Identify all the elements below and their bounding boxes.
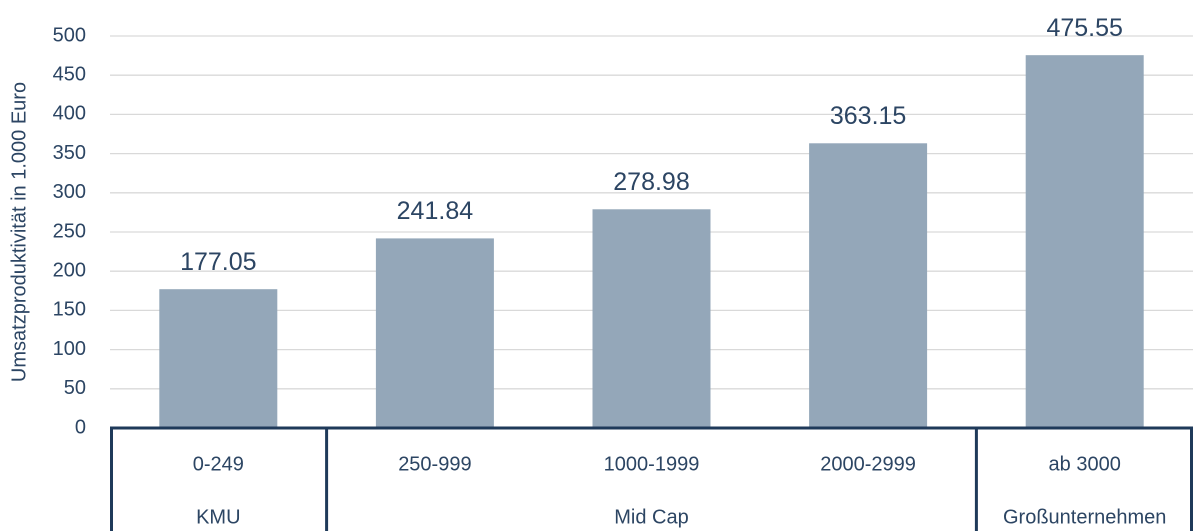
y-axis-title: Umsatzproduktivität in 1.000 Euro (8, 82, 30, 382)
y-tick-label: 200 (53, 259, 86, 281)
y-tick-label: 100 (53, 338, 86, 360)
y-tick-label: 350 (53, 142, 86, 164)
y-tick-label: 150 (53, 299, 86, 321)
bar (809, 143, 928, 428)
y-tick-label: 50 (64, 377, 86, 399)
bar (592, 209, 711, 428)
value-label: 241.84 (397, 197, 474, 225)
x-tick-label: ab 3000 (1049, 453, 1121, 475)
y-tick-label: 250 (53, 220, 86, 242)
group-label: Großunternehmen (1003, 506, 1166, 528)
y-tick-label: 300 (53, 181, 86, 203)
value-label: 278.98 (613, 168, 689, 196)
x-tick-label: 1000-1999 (604, 453, 700, 475)
group-label: KMU (196, 506, 240, 528)
x-tick-label: 2000-2999 (820, 453, 916, 475)
y-tick-label: 450 (53, 63, 86, 85)
x-tick-label: 0-249 (193, 453, 244, 475)
bar (1025, 55, 1144, 429)
value-label: 363.15 (830, 102, 906, 130)
y-tick-label: 0 (75, 416, 86, 438)
value-label: 475.55 (1046, 14, 1122, 42)
group-label: Mid Cap (614, 506, 688, 528)
bar (375, 238, 494, 428)
x-tick-label: 250-999 (398, 453, 471, 475)
value-label: 177.05 (180, 248, 256, 276)
y-tick-label: 400 (53, 103, 86, 125)
y-tick-label: 500 (53, 24, 86, 46)
bar (159, 289, 278, 428)
